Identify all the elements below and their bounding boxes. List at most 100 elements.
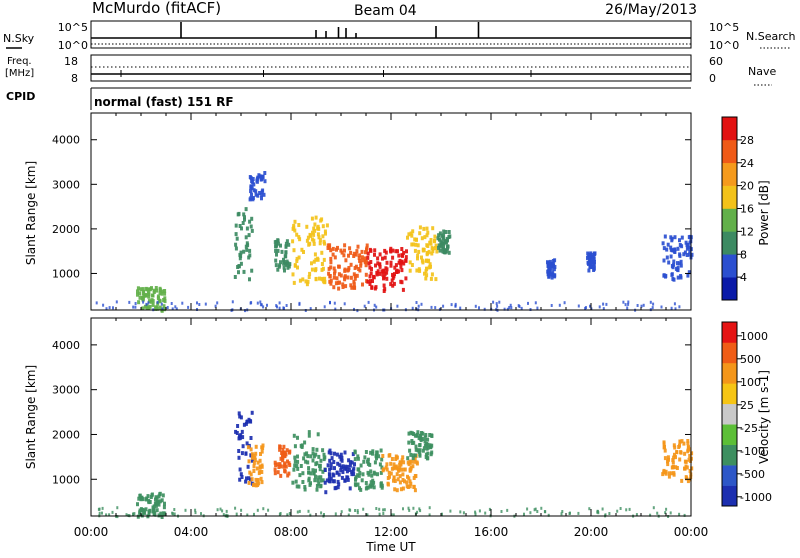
data-cell: [157, 494, 161, 499]
scatter-cell: [175, 307, 178, 311]
data-cell: [298, 278, 302, 283]
data-cell: [145, 306, 149, 311]
data-cell: [154, 286, 158, 290]
scatter-cell: [649, 513, 652, 517]
data-cell: [320, 250, 324, 255]
data-cell: [311, 230, 314, 235]
scatter-cell: [417, 304, 420, 308]
scatter-cell: [288, 512, 291, 515]
scatter-cell: [125, 513, 128, 517]
data-cell: [676, 275, 680, 280]
scatter-cell: [577, 304, 580, 308]
data-cell: [155, 501, 159, 506]
data-cell: [420, 431, 423, 435]
data-cell: [446, 246, 449, 251]
noise-tick-right-top: 10^5: [709, 21, 739, 34]
data-cell: [346, 477, 350, 482]
data-cell: [369, 279, 372, 284]
data-cell: [410, 459, 414, 464]
data-cell: [255, 179, 259, 184]
data-cell: [320, 276, 324, 281]
scatter-cell: [651, 306, 654, 310]
data-cell: [398, 480, 402, 485]
scatter-cell: [523, 512, 525, 516]
data-cell: [346, 268, 350, 273]
data-cell: [245, 247, 249, 252]
data-cell: [301, 471, 305, 476]
data-cell: [667, 260, 671, 265]
data-cell: [380, 485, 384, 490]
noise-panel: N.Sky 10^5 10^0 10^5 10^0 N.Search: [3, 20, 796, 52]
data-cell: [256, 193, 260, 198]
data-cell: [369, 450, 373, 455]
x-tick-label: 00:00: [74, 525, 109, 539]
scatter-cell: [434, 306, 437, 310]
data-cell: [670, 471, 674, 476]
scatter-cell: [390, 513, 393, 517]
data-cell: [380, 457, 384, 462]
data-cell: [247, 480, 251, 485]
data-cell: [352, 472, 356, 477]
scatter-cell: [160, 302, 163, 306]
data-cell: [366, 255, 370, 260]
data-cell: [238, 477, 242, 482]
data-cell: [365, 243, 369, 248]
data-cell: [414, 242, 418, 247]
data-cell: [308, 232, 312, 237]
data-cell: [440, 240, 444, 245]
data-cell: [307, 476, 311, 481]
data-cell: [296, 466, 300, 471]
data-cell: [163, 289, 167, 293]
data-cell: [298, 473, 302, 478]
data-cell: [428, 443, 432, 448]
colorbar-tick-label: -25: [740, 422, 758, 435]
data-cell: [353, 276, 357, 281]
data-cell: [144, 507, 148, 512]
data-cell: [318, 241, 322, 246]
data-cell: [158, 491, 162, 496]
x-axis-label: Time UT: [365, 540, 416, 554]
data-cell: [418, 452, 422, 457]
scatter-cell: [166, 306, 169, 309]
data-cell: [399, 467, 403, 472]
scatter-cell: [363, 304, 366, 308]
data-cell: [244, 451, 248, 456]
data-cell: [686, 445, 690, 450]
data-cell: [383, 248, 387, 253]
scatter-cell: [204, 302, 207, 306]
data-cell: [321, 234, 325, 239]
data-cell: [430, 251, 434, 256]
data-cell: [318, 238, 322, 243]
scatter-cell: [602, 307, 605, 311]
data-cell: [415, 237, 418, 242]
data-cell: [688, 459, 692, 463]
scatter-cell: [635, 513, 638, 517]
colorbar-segment: [722, 403, 737, 425]
data-cell: [667, 474, 671, 479]
data-cell: [340, 250, 344, 255]
data-cell: [413, 433, 417, 438]
data-cell: [392, 462, 396, 467]
data-cell: [240, 451, 244, 456]
data-cell: [311, 447, 315, 452]
data-cell: [385, 270, 389, 275]
scatter-cell: [234, 506, 237, 510]
data-cell: [550, 275, 554, 280]
data-cell: [313, 252, 317, 257]
data-cell: [408, 484, 412, 489]
colorbar-tick-label: -100: [740, 445, 765, 458]
scatter-cell: [536, 510, 539, 513]
data-cell: [343, 450, 347, 455]
data-cell: [364, 263, 368, 268]
data-cell: [389, 461, 393, 466]
data-cell: [239, 415, 243, 420]
data-cell: [273, 460, 277, 465]
data-cell: [249, 477, 252, 482]
data-cell: [553, 258, 557, 263]
data-cell: [381, 272, 385, 277]
data-cell: [282, 257, 285, 262]
scatter-cell: [441, 512, 443, 516]
data-cell: [163, 501, 166, 506]
data-cell: [690, 252, 694, 257]
data-cell: [372, 480, 376, 485]
